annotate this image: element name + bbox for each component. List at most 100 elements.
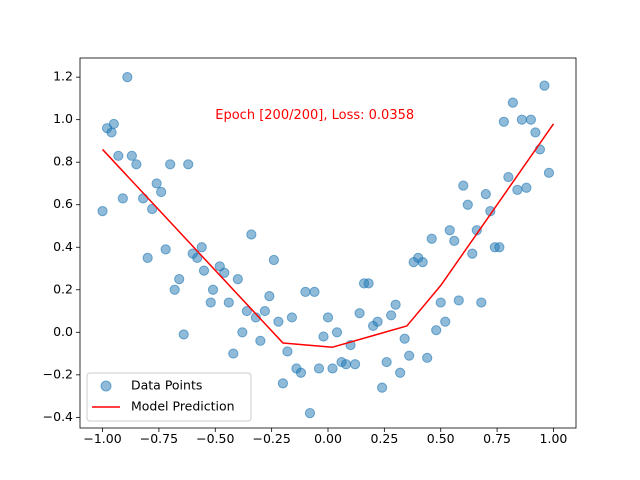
data-point bbox=[349, 359, 361, 370]
data-point bbox=[313, 363, 325, 374]
plot-area bbox=[97, 72, 555, 419]
data-point bbox=[192, 252, 203, 263]
data-point bbox=[525, 114, 537, 125]
data-point bbox=[174, 274, 185, 285]
x-tick-label: −0.50 bbox=[196, 431, 234, 446]
data-point bbox=[169, 284, 180, 295]
scatter-points bbox=[97, 72, 555, 419]
data-point bbox=[458, 180, 469, 191]
data-point bbox=[268, 254, 279, 266]
data-point bbox=[106, 127, 117, 138]
data-point bbox=[156, 186, 167, 198]
data-point bbox=[165, 159, 176, 170]
prediction-line bbox=[101, 123, 555, 348]
x-tick-label: 0.50 bbox=[427, 431, 455, 446]
data-point bbox=[354, 308, 365, 319]
y-tick-label: 1.0 bbox=[53, 111, 73, 126]
data-point bbox=[327, 363, 338, 374]
data-point bbox=[178, 329, 189, 340]
data-point bbox=[530, 127, 541, 138]
data-point bbox=[417, 257, 428, 268]
data-point bbox=[309, 286, 320, 298]
data-point bbox=[138, 193, 149, 204]
data-point bbox=[207, 284, 219, 295]
data-point bbox=[295, 367, 307, 378]
y-tick-label: 0.8 bbox=[53, 154, 73, 169]
data-point bbox=[196, 242, 207, 253]
data-point bbox=[462, 199, 473, 210]
axes-frame bbox=[79, 57, 577, 429]
data-point bbox=[122, 72, 133, 83]
data-point bbox=[304, 408, 316, 419]
data-point bbox=[363, 278, 374, 289]
data-point bbox=[498, 116, 509, 127]
data-point bbox=[198, 265, 210, 276]
data-point bbox=[108, 118, 119, 130]
data-point bbox=[476, 297, 487, 308]
x-tick-label: −0.25 bbox=[252, 431, 290, 446]
legend: Data Points Model Prediction bbox=[86, 372, 252, 422]
data-point bbox=[286, 312, 298, 323]
data-point bbox=[372, 316, 383, 327]
data-point bbox=[131, 159, 142, 170]
data-point bbox=[228, 348, 239, 359]
data-point bbox=[453, 295, 464, 306]
data-point bbox=[494, 242, 505, 253]
data-point bbox=[126, 150, 137, 161]
training-annotation: Epoch [200/200], Loss: 0.0358 bbox=[215, 108, 414, 123]
legend-scatter-marker bbox=[100, 380, 112, 392]
data-point bbox=[219, 267, 230, 278]
x-tick-label: 0.00 bbox=[314, 431, 342, 446]
data-point bbox=[512, 184, 523, 195]
data-point bbox=[521, 182, 532, 193]
y-tick-label: 0.6 bbox=[53, 196, 73, 211]
legend-label-data-points: Data Points bbox=[131, 378, 202, 393]
data-point bbox=[431, 325, 442, 336]
data-point bbox=[160, 244, 171, 255]
x-tick-label: 0.25 bbox=[370, 431, 398, 446]
data-point bbox=[117, 193, 128, 204]
data-point bbox=[480, 188, 491, 200]
data-point bbox=[449, 235, 460, 246]
data-point bbox=[232, 274, 243, 285]
data-point bbox=[539, 80, 550, 91]
data-point bbox=[142, 252, 153, 263]
y-tick-label: 0.4 bbox=[53, 239, 73, 254]
legend-box bbox=[86, 372, 252, 422]
x-tick-label: −0.75 bbox=[140, 431, 178, 446]
data-point bbox=[404, 350, 415, 361]
data-point bbox=[223, 297, 234, 308]
data-point bbox=[467, 248, 478, 259]
data-point bbox=[444, 225, 455, 236]
data-point bbox=[255, 335, 266, 346]
data-point bbox=[390, 299, 401, 310]
data-point bbox=[151, 178, 162, 189]
data-point bbox=[435, 297, 446, 308]
legend-label-model-prediction: Model Prediction bbox=[131, 399, 235, 414]
data-point bbox=[503, 171, 514, 183]
data-point bbox=[507, 97, 518, 108]
prediction-line-layer bbox=[101, 123, 555, 348]
x-tick-label: −1.00 bbox=[83, 431, 121, 446]
y-tick-label: 0.2 bbox=[53, 281, 73, 296]
y-tick-label: −0.2 bbox=[43, 366, 73, 381]
y-tick-label: 1.2 bbox=[53, 69, 73, 84]
x-tick-label: 1.00 bbox=[540, 431, 568, 446]
data-point bbox=[322, 312, 334, 323]
data-point bbox=[300, 286, 311, 298]
y-tick-label: 0.0 bbox=[53, 324, 73, 339]
data-point bbox=[440, 316, 451, 327]
data-point bbox=[340, 359, 352, 370]
data-point bbox=[183, 159, 194, 170]
data-point bbox=[399, 333, 410, 344]
data-point bbox=[516, 114, 527, 125]
data-point bbox=[113, 150, 124, 161]
data-point bbox=[543, 167, 555, 178]
data-point bbox=[241, 305, 252, 317]
data-point bbox=[395, 367, 406, 378]
x-tick-label: 0.75 bbox=[483, 431, 511, 446]
data-point bbox=[426, 233, 437, 244]
data-point bbox=[534, 144, 546, 155]
y-tick-label: −0.4 bbox=[43, 409, 73, 424]
